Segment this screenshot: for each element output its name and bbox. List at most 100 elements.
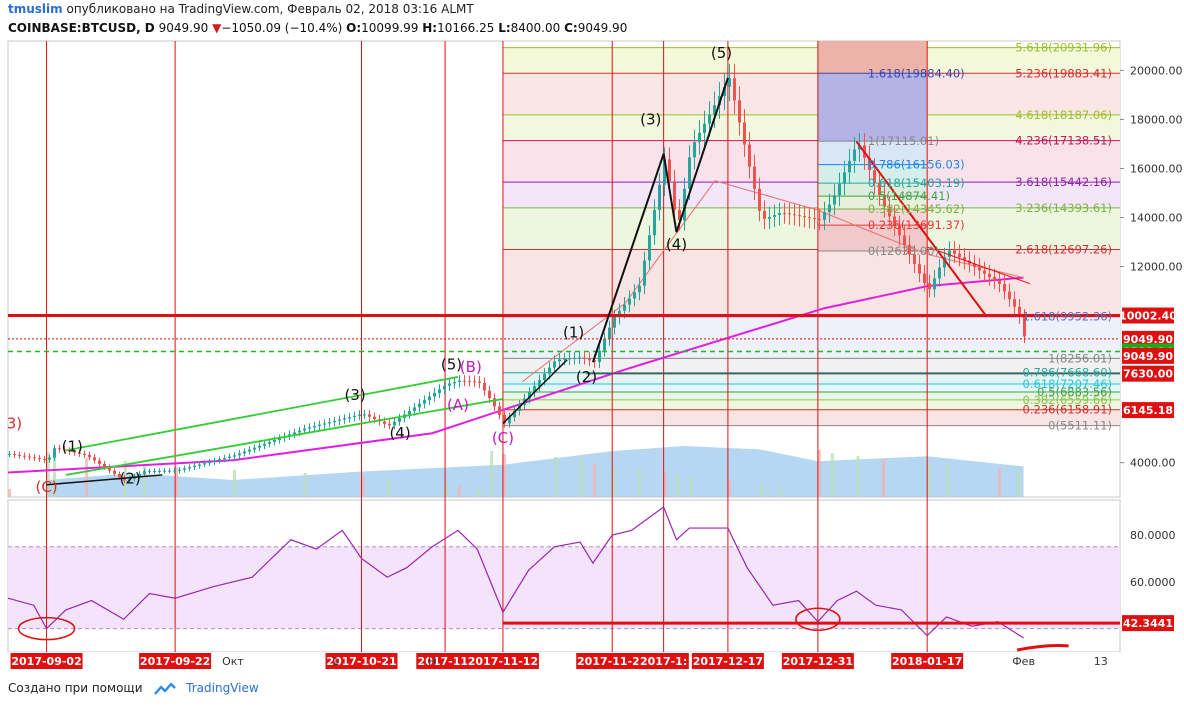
x-axis-date-tag (10, 653, 83, 669)
x-axis-date-tag-text: 2018-01-17 (892, 655, 962, 668)
author-link[interactable]: tmuslim (8, 2, 63, 16)
candle-body (963, 257, 966, 261)
candle-body (823, 212, 826, 220)
candle-body (993, 277, 996, 281)
volume-bar (580, 460, 584, 497)
candle-body (933, 278, 936, 290)
volume-bar (490, 451, 494, 497)
volume-bar (612, 466, 616, 497)
volume-area (46, 446, 1024, 497)
candle-body (873, 170, 876, 183)
fib-small-label: 1.618(19884.40) (868, 66, 965, 80)
candle-body (568, 358, 571, 360)
candle-body (258, 445, 261, 448)
fib-level-label: 1(8256.01) (1048, 351, 1112, 365)
rsi-tick-label: 80.0000 (1130, 529, 1176, 542)
rsi-arrow-mark (1016, 644, 1069, 652)
volume-bar (727, 481, 731, 497)
x-axis-date-tag (638, 653, 689, 669)
publish-info: опубликовано на TradingView.com, Февраль… (66, 2, 474, 16)
rsi-tick-label: 60.0000 (1130, 576, 1176, 589)
price-axis-tag (1122, 330, 1174, 347)
x-axis-date-tag (416, 653, 474, 669)
candle-body (143, 471, 146, 474)
candle-body (918, 264, 921, 274)
candle-body (983, 270, 986, 274)
candle-body (788, 213, 791, 215)
candle-body (758, 188, 761, 211)
candle-body (808, 217, 811, 219)
x-axis-date-tag-text: 2017-11-29 (577, 655, 647, 668)
candle-body (508, 417, 511, 424)
candle-body (308, 427, 311, 429)
candle-body (478, 381, 481, 383)
candle-body (738, 100, 741, 123)
rsi-band (8, 546, 1120, 629)
candle-body (798, 215, 801, 217)
wave-label: (C) (492, 429, 514, 447)
candle-body (733, 78, 736, 101)
candle-body (388, 423, 391, 426)
volume-bar (637, 469, 641, 497)
candle-body (473, 381, 476, 383)
candle-body (663, 159, 666, 185)
publish-line: tmuslim опубликовано на TradingView.com,… (8, 2, 474, 16)
volume-bar (927, 462, 931, 497)
candle-body (623, 304, 626, 311)
price-change: −1050.09 (−10.4%) (221, 21, 343, 35)
fib-band (502, 47, 1120, 74)
candle-body (158, 470, 161, 472)
volume-bar (760, 484, 764, 497)
fib-band (502, 372, 1120, 385)
fib-level-label: 3.236(14393.61) (1015, 201, 1112, 215)
wave-line (46, 474, 163, 486)
open-label: O: (346, 21, 362, 35)
candle-body (723, 86, 726, 97)
candle-body (813, 218, 816, 220)
volume-bar (477, 488, 481, 497)
candle-body (313, 425, 316, 428)
downtrend-line (926, 246, 1031, 285)
high-value: 10166.25 (437, 21, 495, 35)
volume-bar (387, 479, 391, 497)
candle-body (188, 467, 191, 469)
y-tick-label: 12000.00 (1130, 261, 1183, 274)
x-axis-date-tag-text: 2017-11-12 (468, 655, 538, 668)
candle-body (453, 381, 456, 384)
candle-body (668, 159, 671, 182)
candle-body (338, 419, 341, 421)
fib-band (502, 114, 1120, 141)
rsi-value-tag-text: 42.3441 (1123, 617, 1173, 630)
x-axis-date-tag (781, 653, 854, 669)
wave-label: (2) (576, 368, 597, 386)
volume-bar (85, 458, 89, 497)
volume-bar (946, 465, 950, 497)
fib-level-label: 0.236(6158.91) (1023, 403, 1112, 417)
fib-band (502, 358, 1120, 373)
price-chart[interactable]: 5.618(20931.96) 5.236(19883.41) 4.618(1818… (0, 0, 1184, 672)
down-arrow-icon: ▼ (212, 21, 222, 35)
candle-body (658, 184, 661, 210)
tradingview-brand[interactable]: TradingView (186, 681, 259, 695)
x-axis-label: 13 (1094, 655, 1108, 668)
volume-bar (882, 459, 886, 497)
volume-bar (46, 452, 50, 497)
x-axis-date-tag-text: 2017-09-02 (11, 655, 81, 668)
candle-body (493, 398, 496, 407)
candle-body (293, 432, 296, 435)
candle-body (688, 157, 691, 189)
candle-body (248, 449, 251, 452)
fib-level-label: 5.618(20931.96) (1015, 41, 1112, 55)
y-tick-label: 16000.00 (1130, 162, 1183, 175)
candle-body (273, 440, 276, 442)
fib-level-label: 0.618(7207.46) (1023, 377, 1112, 391)
candle-body (958, 253, 961, 258)
fib-level-label: 4.236(17138.51) (1015, 134, 1112, 148)
close-label: C: (564, 21, 578, 35)
x-axis-date-tag (691, 653, 764, 669)
candle-body (23, 455, 26, 457)
candle-body (588, 358, 591, 361)
candle-body (178, 469, 181, 471)
candle-body (68, 450, 71, 452)
wave-label: (A) (447, 396, 469, 414)
